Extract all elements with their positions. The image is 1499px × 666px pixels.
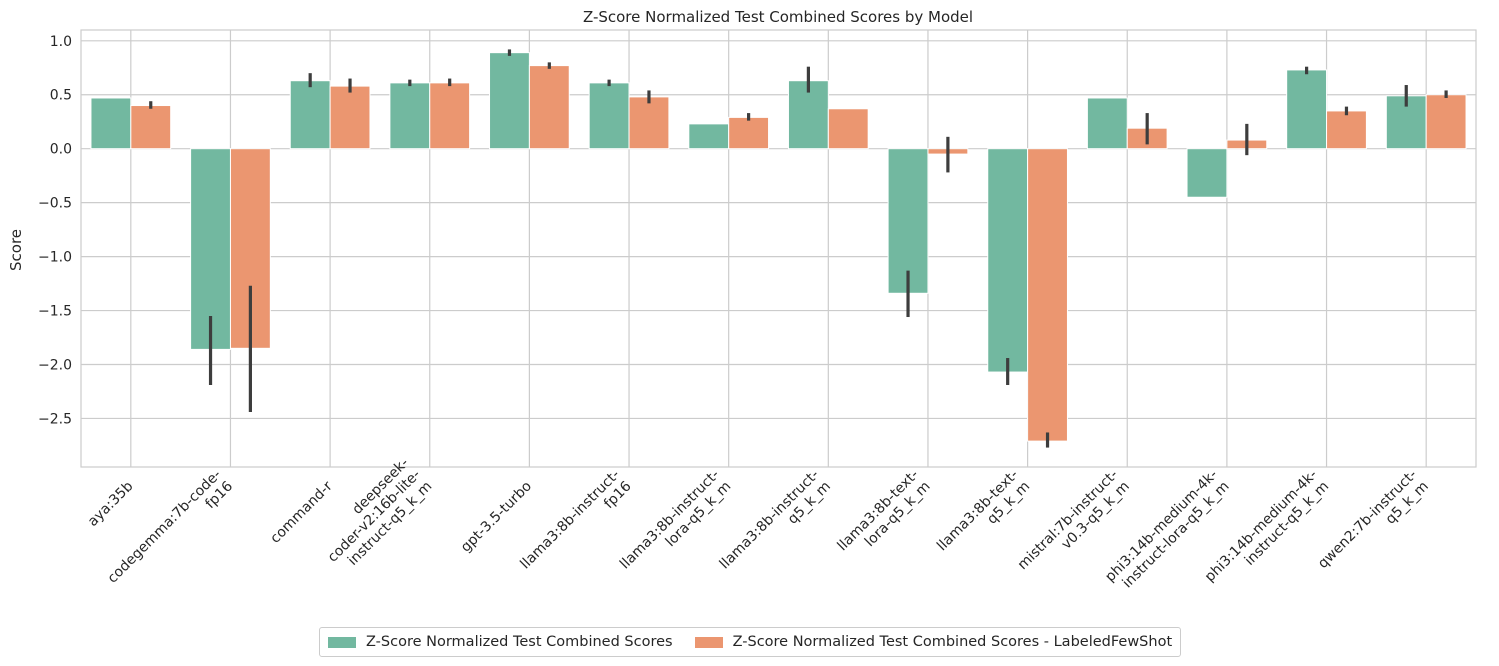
y-tick-label: −1.5 <box>38 304 72 320</box>
legend-label-series-2: Z-Score Normalized Test Combined Scores … <box>732 634 1173 650</box>
x-tick-label: command-r <box>267 478 336 547</box>
bar-series-2 <box>1027 148 1068 442</box>
bar-series-2 <box>528 65 570 150</box>
y-tick-label: −2.5 <box>38 411 72 427</box>
legend-swatch-series-2 <box>694 636 723 648</box>
y-tick-label: −1.0 <box>38 250 72 266</box>
bar-series-2 <box>329 85 371 150</box>
bar-series-1 <box>289 80 331 150</box>
bar-series-1 <box>887 148 929 294</box>
bar-series-2 <box>1326 110 1367 150</box>
y-tick-labels: 1.0 0.5 0.0 −0.5 −1.0 −1.5 −2.0 −2.5 <box>38 34 72 428</box>
y-tick-label: −0.5 <box>38 196 72 212</box>
x-tick-label: gpt-3.5-turbo <box>458 478 535 555</box>
y-tick-label: −2.0 <box>38 357 72 373</box>
bar-series-2 <box>827 108 869 150</box>
legend-swatch-series-1 <box>328 636 356 648</box>
bar-series-1 <box>987 148 1029 373</box>
x-tick-label: llama3:8b-instruct-q5_k_m <box>717 467 834 584</box>
bars <box>90 52 1467 442</box>
bar-series-1 <box>1086 97 1128 150</box>
y-axis-label: Score <box>7 229 25 271</box>
legend: Z-Score Normalized Test Combined Scores … <box>319 627 1182 657</box>
bar-series-2 <box>130 105 172 150</box>
y-tick-label: 1.0 <box>50 34 72 50</box>
legend-item-series-2: Z-Score Normalized Test Combined Scores … <box>694 634 1173 650</box>
x-tick-label: llama3:8b-text-lora-q5_k_m <box>834 467 933 566</box>
x-tick-label: llama3:8b-instruct-fp16 <box>517 467 634 584</box>
bar-series-1 <box>1186 148 1228 198</box>
x-tick-label: aya:35b <box>85 478 137 530</box>
x-tick-label: deepseek-coder-v2:16b-lite-instruct-q5_k… <box>313 455 435 577</box>
bar-series-2 <box>728 116 770 150</box>
bar-series-1 <box>389 82 431 150</box>
bar-series-2 <box>628 96 670 150</box>
x-tick-label: llama3:8b-instruct-lora-q5_k_m <box>617 467 734 584</box>
x-tick-label: llama3:8b-text-q5_k_m <box>934 467 1033 566</box>
error-bars <box>149 49 1448 448</box>
legend-item-series-1: Z-Score Normalized Test Combined Scores <box>328 634 673 650</box>
y-tick-label: 0.0 <box>50 142 72 158</box>
chart-title: Z-Score Normalized Test Combined Scores … <box>583 8 973 26</box>
bar-series-2 <box>1425 94 1467 150</box>
plot-frame <box>80 29 1477 468</box>
x-tick-label: qwen2:7b-instruct-q5_k_m <box>1315 467 1432 584</box>
legend-label-series-1: Z-Score Normalized Test Combined Scores <box>366 634 673 650</box>
bar-series-1 <box>1286 69 1328 150</box>
y-tick-label: 0.5 <box>50 88 72 104</box>
bar-series-2 <box>429 82 471 150</box>
bar-series-1 <box>588 82 630 150</box>
bar-series-1 <box>489 52 530 150</box>
bar-series-1 <box>688 123 730 150</box>
bar-series-1 <box>90 97 132 150</box>
